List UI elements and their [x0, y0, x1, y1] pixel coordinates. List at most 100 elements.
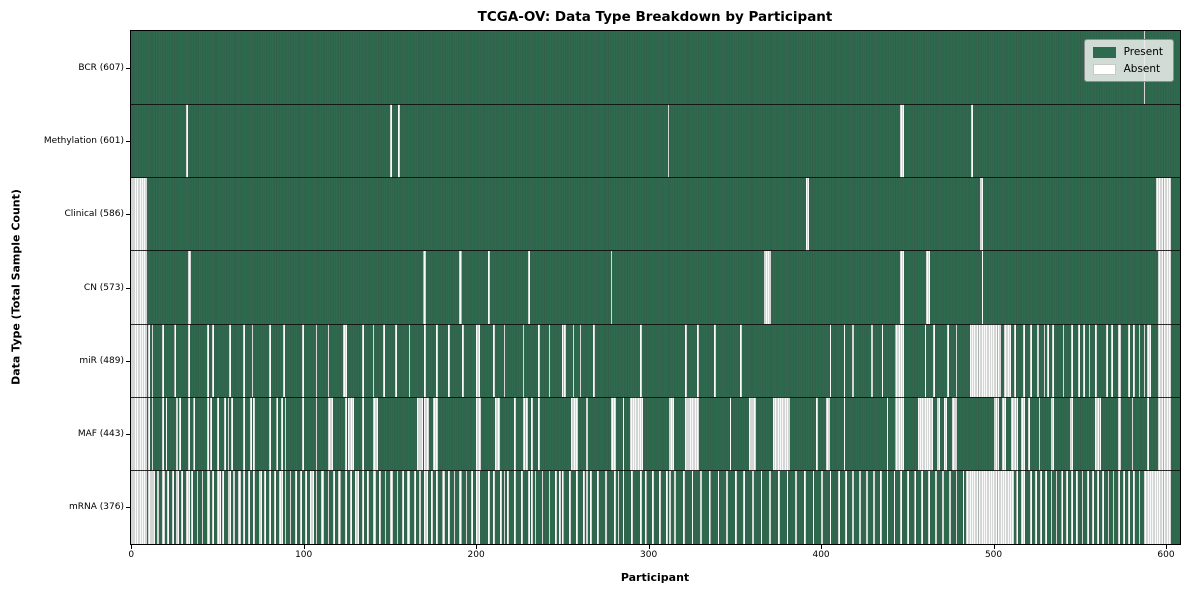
absent-stripe	[614, 470, 616, 544]
absent-stripe	[769, 470, 772, 544]
absent-stripe	[187, 324, 190, 398]
absent-stripe	[1021, 470, 1025, 544]
absent-stripe	[227, 470, 232, 544]
absent-stripe	[815, 397, 818, 471]
absent-stripe	[1112, 470, 1115, 544]
absent-stripe	[269, 324, 271, 398]
absent-stripe	[1022, 324, 1025, 398]
absent-stripe	[269, 397, 271, 471]
absent-stripe	[865, 470, 868, 544]
absent-stripe	[1071, 324, 1074, 398]
absent-stripe	[534, 470, 537, 544]
absent-stripe	[586, 397, 589, 471]
absent-stripe	[310, 470, 314, 544]
heatmap-row-mRNA	[131, 470, 1180, 544]
absent-stripe	[1010, 397, 1018, 471]
absent-stripe	[372, 397, 378, 471]
absent-stripe	[224, 397, 226, 471]
absent-stripe	[669, 470, 672, 544]
absent-stripe	[258, 470, 263, 544]
absent-stripe	[886, 470, 889, 544]
absent-stripe	[424, 470, 428, 544]
absent-stripe	[389, 470, 394, 544]
absent-stripe	[926, 250, 930, 325]
row-separator	[131, 250, 1180, 252]
absent-stripe	[379, 470, 382, 544]
x-tick-label-500: 500	[984, 550, 1003, 560]
absent-stripe	[1097, 470, 1099, 544]
y-tickmark	[126, 360, 130, 362]
absent-stripe	[279, 470, 283, 544]
absent-stripe	[250, 397, 252, 471]
absent-stripe	[729, 397, 732, 471]
heatmap-row-CN	[131, 250, 1180, 325]
absent-stripe	[921, 470, 923, 544]
x-tickmark	[993, 545, 995, 549]
absent-stripe	[458, 470, 463, 544]
absent-stripe	[1002, 397, 1006, 471]
absent-stripe	[1117, 397, 1122, 471]
absent-stripe	[253, 470, 256, 544]
absent-stripe	[156, 470, 159, 544]
y-tickmark	[126, 507, 130, 509]
absent-stripe	[1029, 324, 1032, 398]
absent-stripe	[1095, 397, 1101, 471]
absent-stripe	[1138, 470, 1141, 544]
absent-stripe	[935, 470, 937, 544]
plot-area: Present Absent	[130, 30, 1181, 545]
absent-stripe	[151, 324, 154, 398]
absent-stripe	[777, 470, 780, 544]
absent-stripe	[1071, 470, 1074, 544]
absent-stripe	[772, 397, 791, 471]
absent-stripe	[872, 470, 875, 544]
absent-stripe	[417, 397, 423, 471]
absent-stripe	[300, 470, 302, 544]
absent-stripe	[315, 397, 318, 471]
absent-stripe	[1138, 324, 1141, 398]
absent-stripe	[538, 397, 540, 471]
absent-stripe	[1131, 397, 1134, 471]
absent-stripe	[569, 470, 571, 544]
absent-stripe	[151, 397, 154, 471]
absent-stripe	[348, 397, 354, 471]
absent-stripe	[131, 470, 147, 544]
absent-stripe	[726, 470, 728, 544]
absent-stripe	[1035, 470, 1037, 544]
absent-stripe	[1047, 324, 1049, 398]
x-axis-label: Participant	[620, 571, 690, 584]
absent-stripe	[576, 470, 578, 544]
absent-stripe	[829, 324, 832, 398]
absent-stripe	[548, 470, 551, 544]
absent-stripe	[231, 397, 233, 471]
absent-stripe	[436, 470, 439, 544]
legend-item-present: Present	[1092, 46, 1163, 58]
absent-stripe	[531, 470, 533, 544]
absent-stripe	[683, 470, 685, 544]
absent-stripe	[610, 250, 613, 325]
absent-stripe	[131, 324, 147, 398]
absent-stripe	[431, 470, 433, 544]
absent-stripe	[327, 397, 333, 471]
absent-stripe	[1128, 470, 1130, 544]
absent-stripe	[531, 397, 533, 471]
absent-stripe	[274, 470, 276, 544]
absent-stripe	[527, 250, 530, 325]
x-tick-label-100: 100	[295, 550, 313, 560]
absent-stripe	[193, 397, 195, 471]
absent-stripe	[453, 470, 456, 544]
absent-stripe	[227, 397, 230, 471]
absent-stripe	[1014, 324, 1017, 398]
absent-stripe	[674, 470, 677, 544]
absent-stripe	[187, 250, 192, 325]
absent-stripe	[1143, 324, 1146, 398]
absent-stripe	[579, 324, 582, 398]
absent-stripe	[382, 324, 385, 398]
absent-stripe	[1016, 470, 1018, 544]
absent-stripe	[432, 397, 439, 471]
absent-stripe	[852, 470, 854, 544]
absent-stripe	[786, 470, 789, 544]
absent-stripe	[714, 324, 716, 398]
absent-stripe	[422, 250, 427, 325]
absent-stripe	[845, 470, 847, 544]
absent-stripe	[795, 470, 797, 544]
